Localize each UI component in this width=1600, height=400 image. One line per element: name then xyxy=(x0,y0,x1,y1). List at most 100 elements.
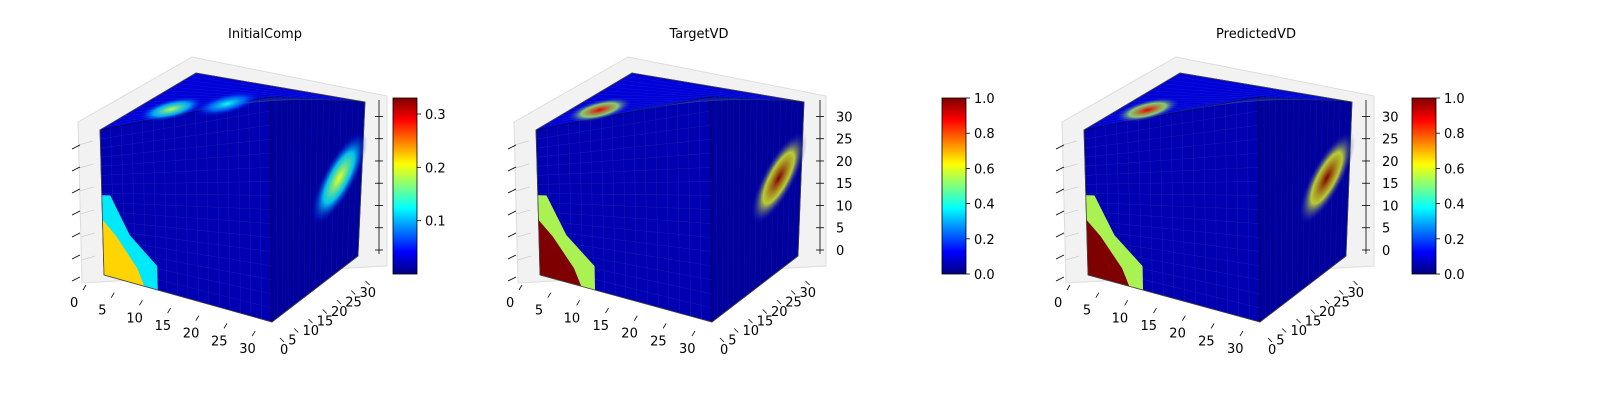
voxel-grid-line xyxy=(101,181,271,185)
y-tick xyxy=(1324,299,1330,305)
cube-outline xyxy=(99,72,366,323)
voxel-grid-line xyxy=(259,99,262,320)
voxel-grid-line xyxy=(1214,105,1218,311)
left-axis-tick xyxy=(71,210,81,216)
voxel-grid-line xyxy=(538,220,712,238)
z-tick-label: 25 xyxy=(836,133,853,148)
voxel-grid-line xyxy=(727,97,729,310)
pane-grid-line xyxy=(1063,186,1078,192)
voxel-grid-line xyxy=(698,99,702,320)
voxel-grid-line xyxy=(1085,202,1260,210)
left-axis-tick xyxy=(1055,232,1065,238)
voxel-grid-line xyxy=(174,115,178,296)
voxel-grid-line xyxy=(607,87,781,101)
x-tick xyxy=(139,300,143,306)
x-tick-label: 25 xyxy=(211,334,228,349)
voxel-grid-line xyxy=(1138,119,1142,290)
voxel-grid-line xyxy=(298,98,300,302)
x-tick xyxy=(662,323,667,329)
voxel-grid-line xyxy=(1246,99,1250,320)
voxel-grid-line xyxy=(281,97,283,314)
x-tick xyxy=(1153,307,1157,314)
voxel-grid-line xyxy=(1086,229,1260,252)
pane-grid-line xyxy=(516,209,531,215)
left-axis-tick xyxy=(1055,210,1065,216)
voxel-grid-line xyxy=(183,79,354,102)
voxel-grid-line xyxy=(633,111,637,302)
x-tick xyxy=(1095,292,1100,298)
voxel-grid-line xyxy=(189,76,360,102)
y-tick xyxy=(733,328,739,333)
left-axis-tick xyxy=(71,254,81,260)
voxel-grid-line xyxy=(749,99,752,294)
voxel-grid-line xyxy=(1085,181,1259,185)
voxel-grid-line xyxy=(1084,153,1259,167)
left-axis-tick xyxy=(71,144,81,150)
x-tick-label: 30 xyxy=(679,342,696,357)
x-tick xyxy=(691,330,696,337)
pane-grid-line xyxy=(80,232,95,238)
y-tick xyxy=(279,337,285,343)
x-tick xyxy=(1210,323,1215,329)
pane-grid-line xyxy=(80,209,95,215)
x-tick xyxy=(110,292,115,298)
voxel-grid-line xyxy=(101,202,272,210)
y-tick xyxy=(1310,309,1316,314)
voxel-grid-line xyxy=(601,117,605,293)
x-tick-label: 30 xyxy=(239,342,256,357)
voxel-grid-line xyxy=(622,113,627,299)
hotspot-front-band-inner xyxy=(538,219,582,287)
colorbar-tick-label: 0.8 xyxy=(1444,127,1465,142)
pane-grid-line xyxy=(1064,209,1079,215)
voxel-grid-line xyxy=(536,124,711,149)
left-axis-tick xyxy=(1055,254,1065,260)
voxel-grid-line xyxy=(1143,94,1317,101)
voxel-grid-line xyxy=(744,98,746,298)
voxel-grid-line xyxy=(216,107,220,308)
voxel-grid-line xyxy=(100,153,271,167)
y-tick-label: 5 xyxy=(288,334,296,349)
voxel-grid-line xyxy=(1159,115,1164,296)
hotspot-top xyxy=(566,97,633,123)
x-tick-label: 5 xyxy=(535,304,543,319)
voxel-grid-line xyxy=(738,98,740,302)
voxel-grid-line xyxy=(1086,220,1260,238)
voxel-grid-line xyxy=(1286,98,1288,302)
x-tick-label: 10 xyxy=(126,311,143,326)
colorbar-tick-label: 0.1 xyxy=(425,215,446,230)
z-tick-label: 20 xyxy=(1382,155,1399,170)
left-axis-tick xyxy=(71,232,81,238)
voxel-grid-line xyxy=(601,90,775,101)
voxel-grid-line xyxy=(590,119,594,290)
x-tick-label: 10 xyxy=(564,311,581,326)
pane-grid-line xyxy=(79,163,94,169)
left-axis-tick xyxy=(1055,276,1065,282)
voxel-grid-line xyxy=(595,94,769,101)
z-tick-label: 30 xyxy=(836,110,853,125)
voxel-grid-line xyxy=(352,101,360,261)
voxel-grid-line xyxy=(101,193,271,196)
y-tick-label: 5 xyxy=(728,334,736,349)
y-tick-label: 30 xyxy=(800,286,817,301)
colorbar-tick-label: 0.2 xyxy=(974,233,995,248)
voxel-grid-line xyxy=(655,107,659,308)
y-tick xyxy=(748,318,753,324)
voxel-grid-line xyxy=(1263,97,1266,318)
voxel-grid-line xyxy=(101,167,271,176)
colorbar-tick-label: 0.4 xyxy=(1444,198,1465,213)
x-tick xyxy=(576,300,580,306)
voxel-grid-line xyxy=(100,110,271,140)
voxel-grid-line xyxy=(195,111,199,302)
y-tick xyxy=(762,309,768,314)
voxel-grid-line xyxy=(1085,167,1259,176)
pane-grid-line xyxy=(1064,232,1079,238)
hotspot-front-band-inner xyxy=(102,219,145,287)
x-tick-label: 10 xyxy=(1112,311,1129,326)
colorbar-tick-label: 1.0 xyxy=(1444,92,1465,107)
voxel-grid-line xyxy=(613,83,787,102)
voxel-grid-line xyxy=(1084,138,1259,158)
voxel-grid-line xyxy=(1192,109,1196,305)
pane-grid-line xyxy=(1065,255,1080,261)
